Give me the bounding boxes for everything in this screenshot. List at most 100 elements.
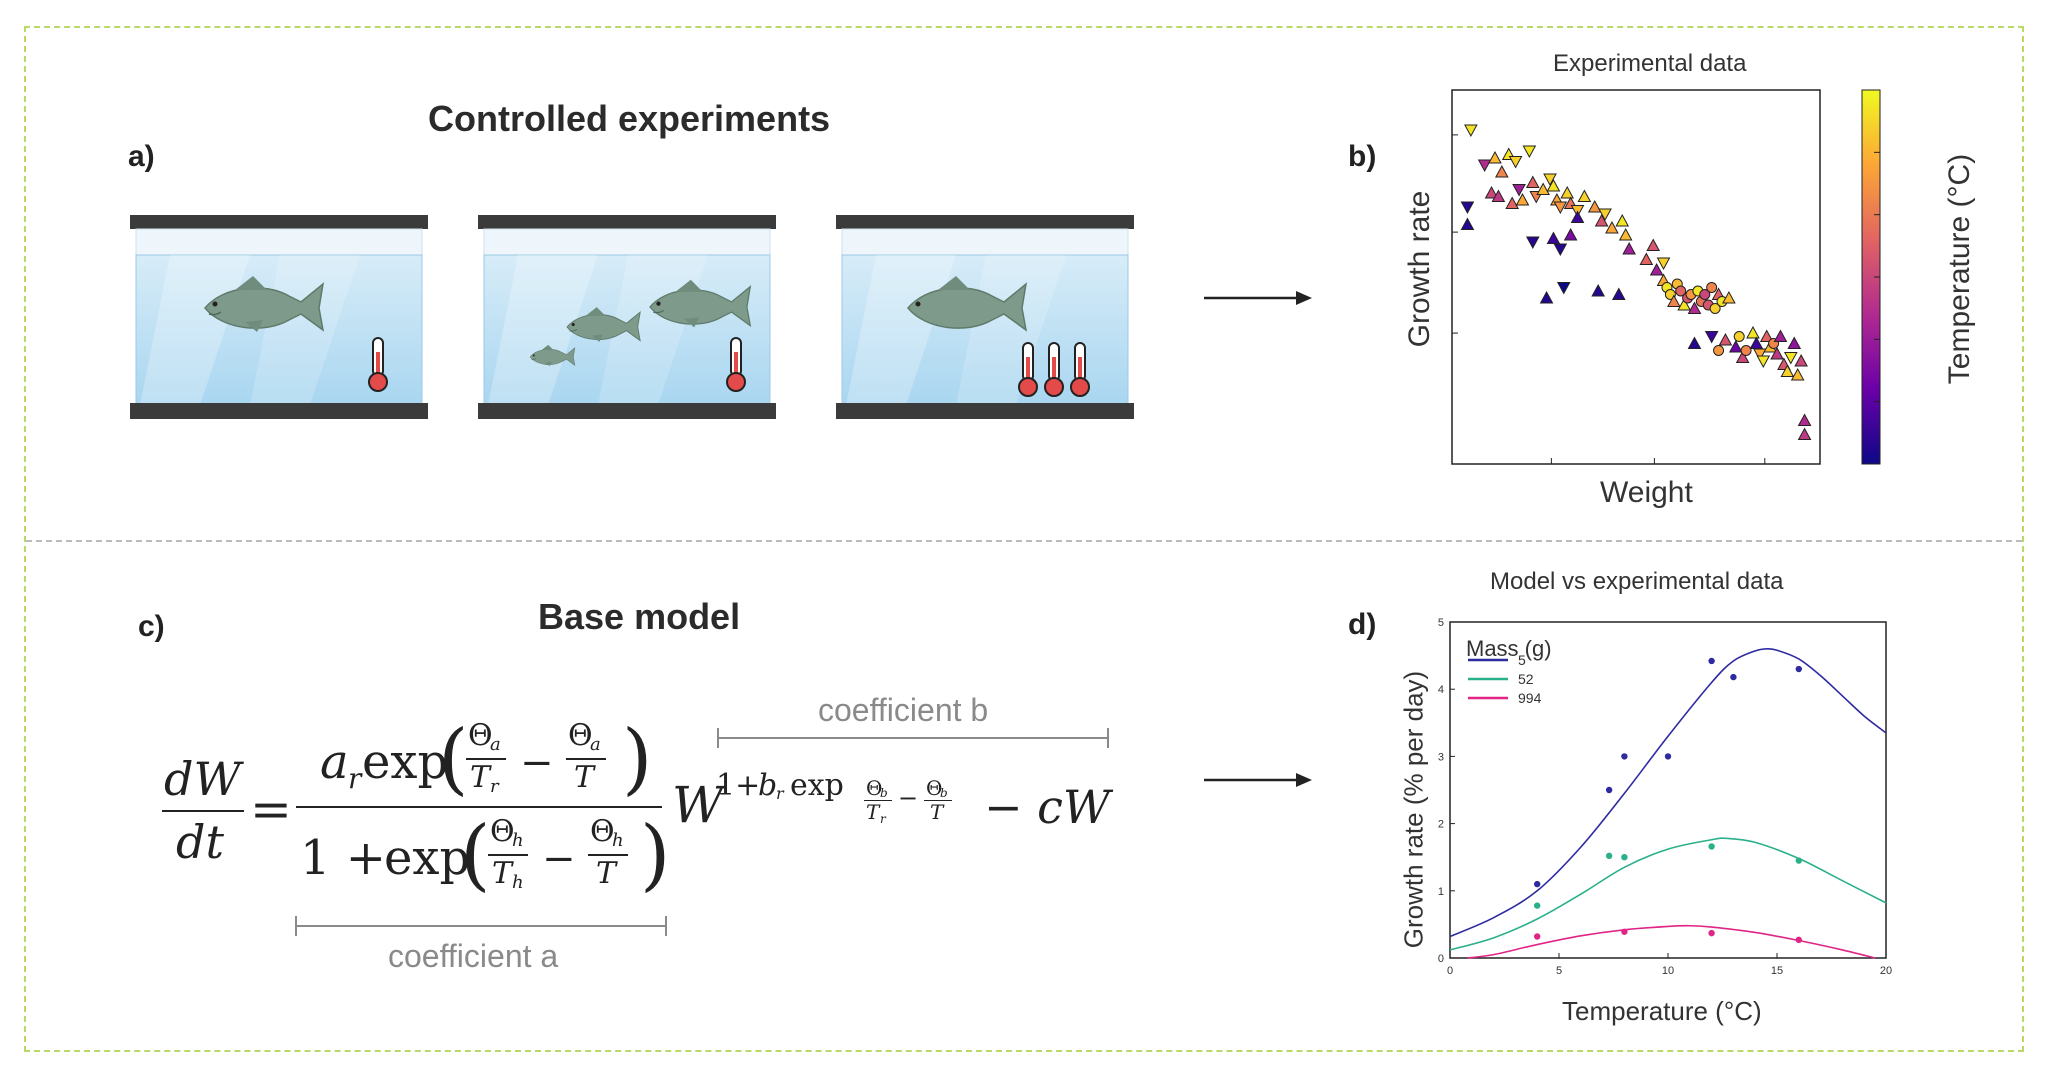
arrow-icon [1204, 773, 1312, 787]
data-point [1718, 332, 1733, 346]
exp-1: exp [362, 734, 449, 790]
data-point [1787, 336, 1802, 349]
data-point [1615, 213, 1630, 227]
legend-title: Mass (g) [1466, 636, 1552, 661]
data-point [1708, 657, 1715, 665]
figure-frame [24, 26, 2024, 1052]
data-point [1488, 150, 1502, 164]
data-point [1756, 355, 1771, 369]
chart-b-ylabel: Growth rate [1403, 190, 1436, 348]
data-point [1553, 243, 1568, 257]
data-point [1512, 184, 1526, 197]
data-point [1618, 227, 1633, 241]
data-point [1460, 201, 1475, 215]
x-tick-label: 10 [1662, 965, 1674, 977]
W-base: W [672, 776, 724, 834]
x-tick-label: 15 [1771, 965, 1783, 977]
data-point [1594, 213, 1609, 227]
data-point [1795, 665, 1802, 673]
coefficient-a-label: coefficient a [388, 938, 559, 974]
exp-2: exp [384, 830, 471, 886]
data-point [1605, 220, 1619, 234]
minus-cW: − cW [984, 780, 1111, 834]
data-point [1505, 196, 1520, 209]
data-point [1605, 852, 1613, 860]
data-point [1491, 189, 1506, 202]
data-point [1534, 902, 1541, 909]
data-point [1605, 786, 1613, 794]
data-point [1666, 294, 1681, 307]
data-point [1591, 283, 1606, 297]
data-point [1699, 289, 1711, 300]
section-divider [26, 540, 2022, 542]
data-point [1735, 350, 1750, 363]
plot-area [1451, 89, 1821, 465]
chart-d-title: Model vs experimental data [1490, 568, 1784, 595]
legend-entry: 5 [1518, 652, 1526, 668]
data-point [1587, 199, 1602, 213]
data-point [1794, 353, 1808, 367]
panel-b-letter: b) [1348, 140, 1377, 173]
data-point [1525, 175, 1540, 188]
data-point [1759, 329, 1774, 342]
data-point [1709, 303, 1721, 314]
data-point [1752, 348, 1767, 362]
data-point [1563, 227, 1578, 241]
series-line-52 [1449, 837, 1887, 951]
legend-entry: 994 [1518, 690, 1542, 706]
coefficient-a-bracket [295, 916, 667, 936]
data-point [1730, 673, 1737, 681]
y-tick-label: 1 [1438, 886, 1444, 898]
colorbar-label: Temperature (°C) [1943, 153, 1976, 385]
data-point [1621, 928, 1628, 935]
data-point [1570, 210, 1585, 223]
data-point [1508, 156, 1523, 169]
a-r: a [320, 734, 349, 790]
data-point [1460, 217, 1475, 230]
data-point [1708, 843, 1715, 850]
data-point [1543, 173, 1557, 187]
main-fraction-bar [296, 806, 662, 808]
scatter-chart [1451, 89, 1881, 465]
series-line-994 [1467, 924, 1876, 959]
data-point [1783, 352, 1798, 365]
data-point [1713, 345, 1725, 356]
data-point [1525, 236, 1540, 250]
data-point [1556, 282, 1571, 295]
data-point [1797, 427, 1812, 440]
data-point [1522, 145, 1537, 159]
data-point [1677, 297, 1692, 311]
data-point [1664, 753, 1672, 760]
data-point [1770, 346, 1784, 360]
chart-b-xlabel: Weight [1600, 476, 1693, 509]
panel-a-title: Controlled experiments [428, 98, 831, 139]
data-point [1728, 339, 1743, 353]
lhs-denominator: dt [176, 815, 224, 869]
data-point [1546, 178, 1561, 192]
line-chart: 0 5 10 15 20 0 1 2 3 4 5 5 52 994 [1438, 617, 1892, 977]
plot-area [1449, 621, 1887, 959]
data-point [1656, 257, 1671, 271]
data-point [1639, 252, 1654, 265]
data-point [1733, 331, 1745, 342]
data-point [1621, 854, 1628, 861]
panel-c-letter: c) [138, 610, 165, 643]
tank-1 [130, 215, 429, 420]
data-point [1704, 331, 1719, 344]
data-point [1790, 367, 1805, 381]
data-point [1477, 159, 1492, 173]
x-tick-label: 20 [1880, 965, 1892, 977]
tank-2 [477, 215, 777, 420]
lhs-fraction-bar [162, 810, 244, 812]
y-tick-label: 2 [1438, 819, 1444, 831]
arrow-icon [1204, 291, 1312, 305]
chart-d-xlabel: Temperature (°C) [1562, 996, 1762, 1026]
data-point [1539, 290, 1554, 304]
data-point [1687, 336, 1702, 349]
y-tick-label: 3 [1438, 751, 1444, 763]
y-tick-label: 5 [1438, 617, 1444, 629]
data-point [1464, 124, 1478, 138]
data-point [1646, 238, 1661, 251]
data-point [1534, 933, 1541, 940]
one-plus: 1 + [300, 830, 387, 886]
